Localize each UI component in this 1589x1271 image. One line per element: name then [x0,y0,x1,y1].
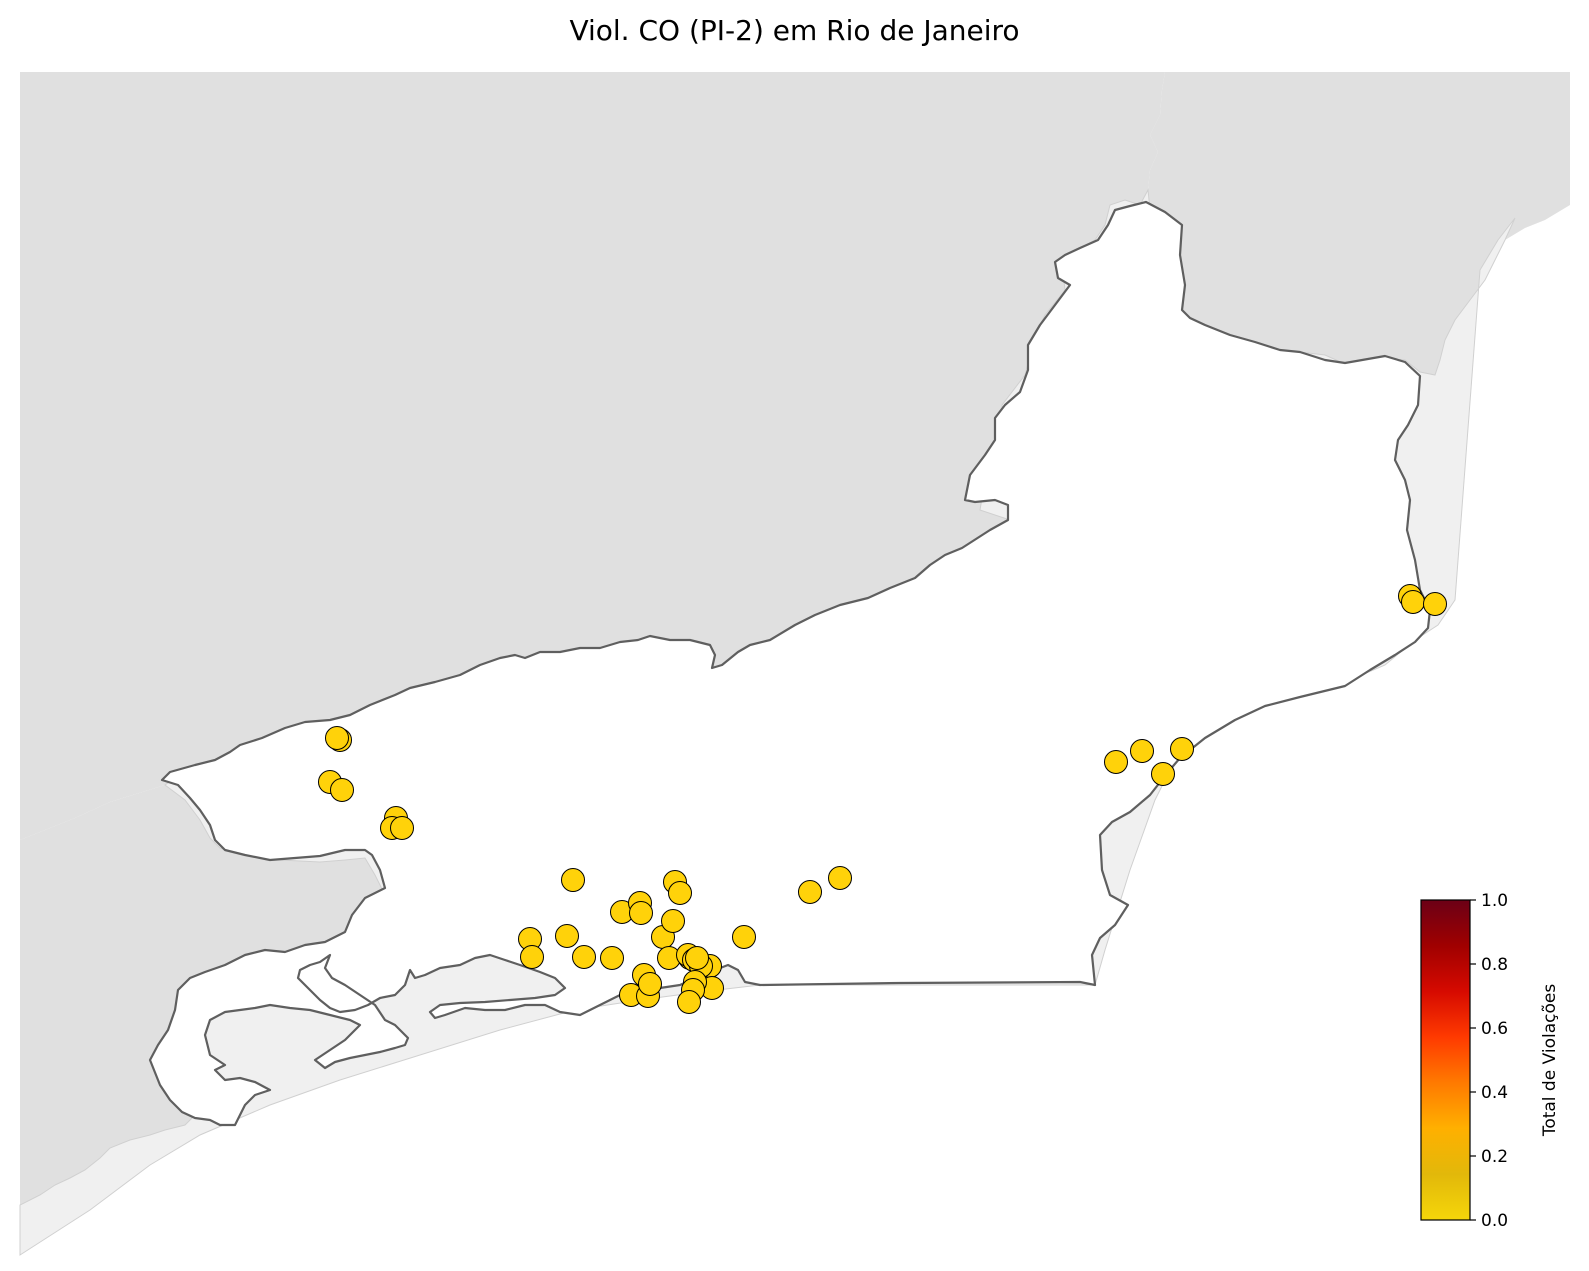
violation-marker[interactable] [638,972,662,996]
violation-marker[interactable] [600,946,624,970]
violation-marker[interactable] [798,880,822,904]
neighbor-state-north [20,72,1165,840]
colorbar-tick-label: 0.4 [1481,1083,1508,1103]
violation-marker[interactable] [677,990,701,1014]
colorbar-tick-label: 0.2 [1481,1147,1508,1167]
violation-marker[interactable] [572,945,596,969]
violation-marker[interactable] [1401,590,1425,614]
violation-marker[interactable] [390,816,414,840]
violation-marker[interactable] [555,924,579,948]
violation-marker[interactable] [1130,739,1154,763]
violation-marker[interactable] [325,726,349,750]
violation-marker[interactable] [330,778,354,802]
neighbor-state-northeast [1148,72,1570,375]
colorbar-tick-label: 0.6 [1481,1019,1508,1039]
colorbar-tick-label: 0.0 [1481,1211,1508,1231]
violation-marker[interactable] [661,909,685,933]
colorbar-tick-label: 0.8 [1481,955,1508,975]
neighbor-state-southwest [20,785,385,1205]
violation-markers [318,584,1447,1014]
violation-marker[interactable] [629,901,653,925]
violation-marker[interactable] [1151,762,1175,786]
colorbar-ticks: 0.0 0.2 0.4 0.6 0.8 1.0 [1470,891,1508,1231]
violation-marker[interactable] [668,881,692,905]
colorbar: 0.0 0.2 0.4 0.6 0.8 1.0 Total de Violações [1420,891,1560,1231]
violation-marker[interactable] [520,945,544,969]
colorbar-gradient [1420,899,1471,1221]
violation-marker[interactable] [828,866,852,890]
violation-marker[interactable] [732,925,756,949]
colorbar-label: Total de Violações [1540,984,1560,1137]
violation-marker[interactable] [561,868,585,892]
colorbar-tick-label: 1.0 [1481,891,1508,911]
rio-de-janeiro-state[interactable] [148,200,1432,1127]
map-title: Viol. CO (PI-2) em Rio de Janeiro [569,14,1020,47]
violation-marker[interactable] [685,946,709,970]
violation-marker[interactable] [1170,737,1194,761]
violation-marker[interactable] [1104,750,1128,774]
violation-marker[interactable] [1423,592,1447,616]
neighbor-states [20,72,1570,1205]
